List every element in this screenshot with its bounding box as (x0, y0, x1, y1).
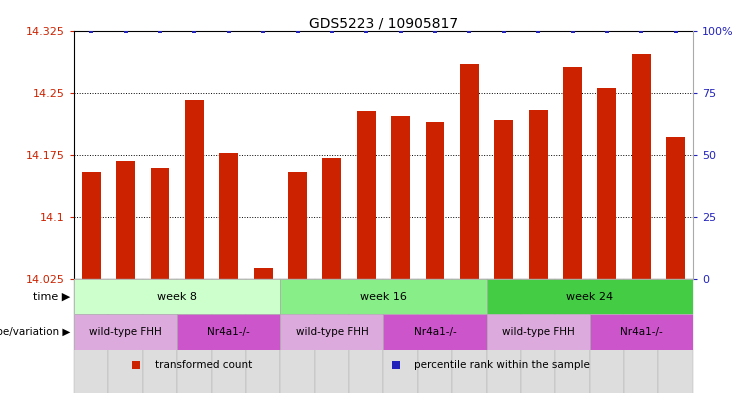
Bar (246, 279, 280, 393)
Bar (460, 64, 479, 279)
Text: wild-type FHH: wild-type FHH (296, 327, 368, 337)
Bar (521, 279, 555, 393)
Text: wild-type FHH: wild-type FHH (89, 327, 162, 337)
Bar (212, 279, 246, 393)
Bar (74, 314, 177, 350)
Bar (74, 279, 280, 314)
Bar (253, 268, 273, 279)
Text: week 24: week 24 (566, 292, 614, 302)
Bar (452, 279, 487, 393)
Bar (384, 314, 487, 350)
Bar (597, 88, 617, 279)
Point (498, 28, 510, 35)
Text: percentile rank within the sample: percentile rank within the sample (414, 360, 591, 371)
Bar (383, 279, 418, 393)
Bar (280, 279, 487, 314)
Text: Nr4a1-/-: Nr4a1-/- (207, 327, 250, 337)
Bar (590, 279, 624, 393)
Bar (624, 279, 659, 393)
Point (257, 28, 269, 35)
Bar (315, 279, 349, 393)
Bar (487, 279, 521, 393)
Text: Nr4a1-/-: Nr4a1-/- (620, 327, 662, 337)
Point (395, 28, 407, 35)
Bar (116, 161, 135, 279)
Text: time ▶: time ▶ (33, 292, 70, 302)
Bar (425, 122, 445, 279)
Bar (349, 279, 384, 393)
Bar (185, 100, 204, 279)
Point (635, 28, 647, 35)
Point (567, 28, 579, 35)
Bar (659, 279, 693, 393)
Point (292, 28, 304, 35)
Point (120, 28, 132, 35)
Point (429, 28, 441, 35)
Bar (280, 279, 315, 393)
Bar (590, 314, 693, 350)
Bar (666, 137, 685, 279)
Bar (288, 172, 307, 279)
Bar (177, 279, 212, 393)
Title: GDS5223 / 10905817: GDS5223 / 10905817 (309, 16, 458, 30)
Bar (555, 279, 590, 393)
Text: week 8: week 8 (157, 292, 197, 302)
Point (326, 28, 338, 35)
Bar (487, 279, 693, 314)
Point (188, 28, 200, 35)
Bar (280, 314, 384, 350)
Point (601, 28, 613, 35)
Text: week 16: week 16 (360, 292, 407, 302)
Bar (563, 67, 582, 279)
Bar (632, 54, 651, 279)
Bar (74, 279, 108, 393)
Text: transformed count: transformed count (155, 360, 252, 371)
Point (532, 28, 544, 35)
Point (223, 28, 235, 35)
Bar (391, 116, 410, 279)
Bar (487, 314, 590, 350)
Bar (418, 279, 452, 393)
Bar (357, 112, 376, 279)
Text: wild-type FHH: wild-type FHH (502, 327, 574, 337)
Point (85, 28, 97, 35)
Text: genotype/variation ▶: genotype/variation ▶ (0, 327, 70, 337)
Bar (219, 153, 239, 279)
Bar (494, 120, 514, 279)
Point (463, 28, 475, 35)
Bar (108, 279, 143, 393)
Point (154, 28, 166, 35)
Bar (143, 279, 177, 393)
Bar (528, 110, 548, 279)
Point (670, 28, 682, 35)
Bar (177, 314, 280, 350)
Point (360, 28, 372, 35)
Bar (150, 168, 170, 279)
Bar (82, 172, 101, 279)
Bar (322, 158, 342, 279)
Text: Nr4a1-/-: Nr4a1-/- (413, 327, 456, 337)
